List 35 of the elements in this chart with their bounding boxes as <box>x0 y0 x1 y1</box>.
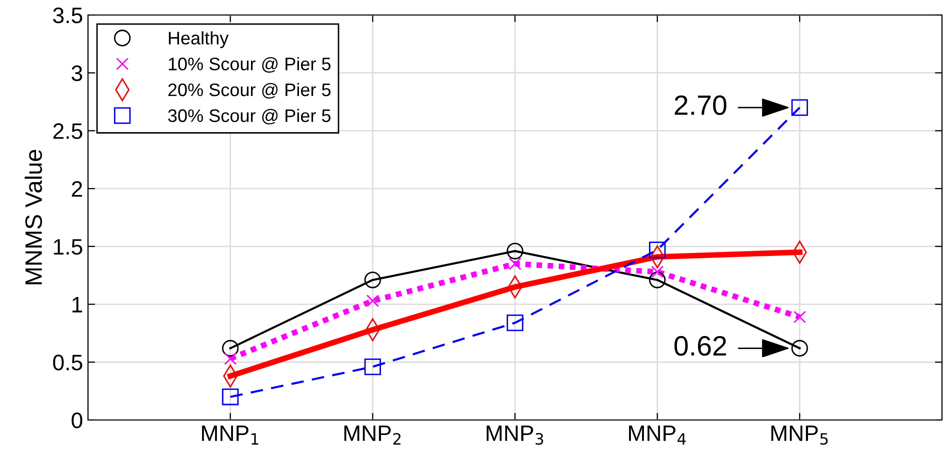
y-tick-label: 2.5 <box>53 123 82 139</box>
y-tick-label: 1.5 <box>54 239 82 255</box>
y-tick-label: 2 <box>72 181 82 197</box>
annotation: 2.70 <box>674 95 726 116</box>
point <box>793 310 806 324</box>
point <box>649 242 666 258</box>
legend-label: 20% Scour @ Pier 5 <box>168 82 331 99</box>
legend-label: 10% Scour @ Pier 5 <box>168 57 331 73</box>
y-axis-title: MNMS Value <box>24 150 42 284</box>
x-tick-label: MNP$_{4}$ <box>629 426 686 445</box>
point <box>506 242 524 260</box>
point <box>506 314 524 332</box>
x-tick-label: MNP$_{5}$ <box>771 426 828 445</box>
point <box>224 352 237 365</box>
point <box>366 294 379 308</box>
y-tick-label: 1 <box>72 297 82 312</box>
annotation: 0.62 <box>674 336 726 356</box>
point <box>364 272 381 288</box>
point <box>222 340 239 357</box>
point <box>791 340 808 357</box>
y-tick-label: 0 <box>72 412 82 428</box>
x-tick-label: MNP$_{1}$ <box>202 426 258 445</box>
y-tick-label: 0.5 <box>53 354 82 370</box>
point <box>649 272 666 288</box>
y-tick-label: 3 <box>72 65 82 82</box>
point <box>651 266 664 278</box>
point <box>508 258 522 270</box>
point <box>222 388 239 406</box>
legend-label: Healthy <box>168 31 229 48</box>
x-tick-label: MNP$_{3}$ <box>486 426 544 445</box>
y-tick-label: 3.5 <box>53 8 82 24</box>
x-tick-label: MNP$_{2}$ <box>344 426 400 445</box>
point <box>791 99 808 116</box>
legend-label: 30% Scour @ Pier 5 <box>168 108 331 124</box>
point <box>364 358 381 376</box>
